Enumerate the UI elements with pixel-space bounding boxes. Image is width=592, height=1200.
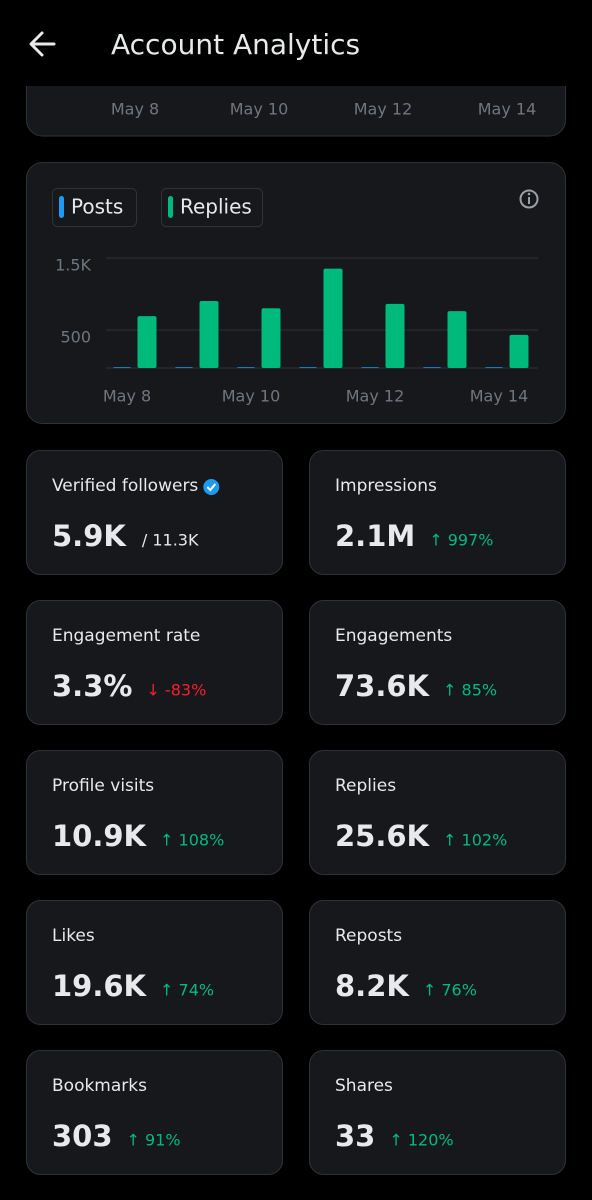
stat-label: Engagements: [335, 626, 452, 646]
bar: [261, 308, 281, 368]
bar: [485, 367, 503, 368]
stat-label: Reposts: [335, 926, 402, 946]
bar: [113, 367, 131, 368]
bar: [423, 367, 441, 368]
stat-value: 25.6K: [335, 819, 431, 853]
stat-value: 3.3%: [52, 669, 132, 703]
stat-total: / 11.3K: [142, 531, 199, 550]
stat-label: Impressions: [335, 476, 437, 496]
legend-swatch: [168, 196, 173, 218]
x-tick-label: May 14: [470, 387, 529, 406]
stat-change: ↑ 91%: [127, 1131, 181, 1150]
bar: [137, 316, 157, 368]
stat-card: [309, 450, 566, 575]
x-tick-label: May 10: [222, 387, 281, 406]
stat-change: ↑ 74%: [160, 981, 214, 1000]
stat-card: [309, 900, 566, 1025]
legend-label: Replies: [180, 195, 252, 219]
bar: [509, 334, 529, 368]
info-dot: [527, 192, 531, 196]
bar: [175, 367, 193, 368]
bar: [299, 367, 317, 368]
stat-card: [309, 750, 566, 875]
x-tick-label: May 8: [103, 387, 151, 406]
stat-value: 73.6K: [335, 669, 431, 703]
stat-card: [26, 600, 283, 725]
info-icon[interactable]: [519, 189, 539, 209]
previous-axis-label: May 10: [230, 100, 289, 119]
stat-change: ↑ 76%: [423, 981, 477, 1000]
stat-card: [309, 1050, 566, 1175]
bar: [199, 301, 219, 368]
stat-label: Likes: [52, 926, 95, 946]
stat-change: ↑ 997%: [429, 531, 493, 550]
stat-value: 33: [335, 1119, 375, 1153]
legend-box: [52, 188, 137, 227]
verified-badge: [203, 479, 220, 495]
stat-value: 10.9K: [52, 819, 148, 853]
stat-change: ↑ 120%: [389, 1131, 453, 1150]
chart-card: [26, 162, 566, 424]
x-tick-label: May 12: [346, 387, 405, 406]
stat-card: [26, 450, 283, 575]
verified-check: [206, 483, 217, 492]
back-button[interactable]: [29, 31, 56, 57]
legend-label: Posts: [71, 195, 123, 219]
stat-change: ↑ 108%: [160, 831, 224, 850]
stat-change: ↑ 102%: [443, 831, 507, 850]
stat-value: 8.2K: [335, 969, 410, 1003]
previous-axis-label: May 8: [111, 100, 159, 119]
stat-value: 19.6K: [52, 969, 148, 1003]
stat-value: 5.9K: [52, 519, 127, 553]
stat-card: [26, 900, 283, 1025]
app-bar: [0, 0, 592, 86]
legend-box: [161, 188, 263, 227]
stat-value: 2.1M: [335, 519, 415, 553]
y-tick-label: 1.5K: [55, 256, 91, 275]
stat-card: [26, 750, 283, 875]
previous-axis-label: May 12: [354, 100, 413, 119]
page-title: Account Analytics: [111, 28, 360, 61]
stat-label: Verified followers: [52, 476, 198, 496]
stat-change: ↑ 85%: [443, 681, 497, 700]
stat-label: Profile visits: [52, 776, 154, 796]
bar: [447, 311, 467, 368]
stat-change: ↓ -83%: [146, 681, 206, 700]
bar: [385, 303, 405, 368]
legend-swatch: [59, 196, 64, 218]
bar: [323, 268, 343, 368]
y-tick-label: 500: [60, 328, 91, 347]
stat-label: Replies: [335, 776, 396, 796]
stat-label: Shares: [335, 1076, 393, 1096]
bar: [361, 367, 379, 368]
info-circle: [519, 189, 539, 209]
stat-value: 303: [52, 1119, 113, 1153]
stat-card: [309, 600, 566, 725]
bar: [237, 367, 255, 368]
previous-axis-label: May 14: [478, 100, 537, 119]
stat-label: Bookmarks: [52, 1076, 147, 1096]
stat-label: Engagement rate: [52, 626, 200, 646]
stat-card: [26, 1050, 283, 1175]
